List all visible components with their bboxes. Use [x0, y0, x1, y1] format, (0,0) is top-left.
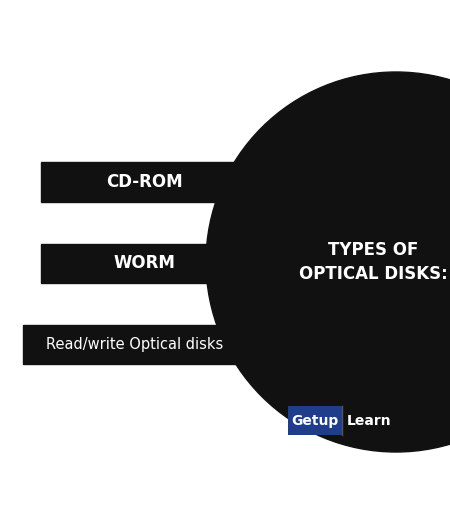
Text: CD-ROM: CD-ROM	[106, 173, 182, 191]
FancyBboxPatch shape	[342, 406, 396, 435]
Text: Getup: Getup	[292, 413, 338, 428]
Ellipse shape	[206, 72, 450, 452]
FancyBboxPatch shape	[40, 244, 248, 283]
FancyBboxPatch shape	[40, 162, 248, 202]
FancyBboxPatch shape	[22, 325, 248, 364]
Text: WORM: WORM	[113, 254, 175, 272]
Text: Learn: Learn	[346, 413, 392, 428]
Text: TYPES OF
OPTICAL DISKS:: TYPES OF OPTICAL DISKS:	[299, 241, 448, 283]
Text: Read/write Optical disks: Read/write Optical disks	[46, 337, 224, 352]
FancyBboxPatch shape	[288, 406, 342, 435]
